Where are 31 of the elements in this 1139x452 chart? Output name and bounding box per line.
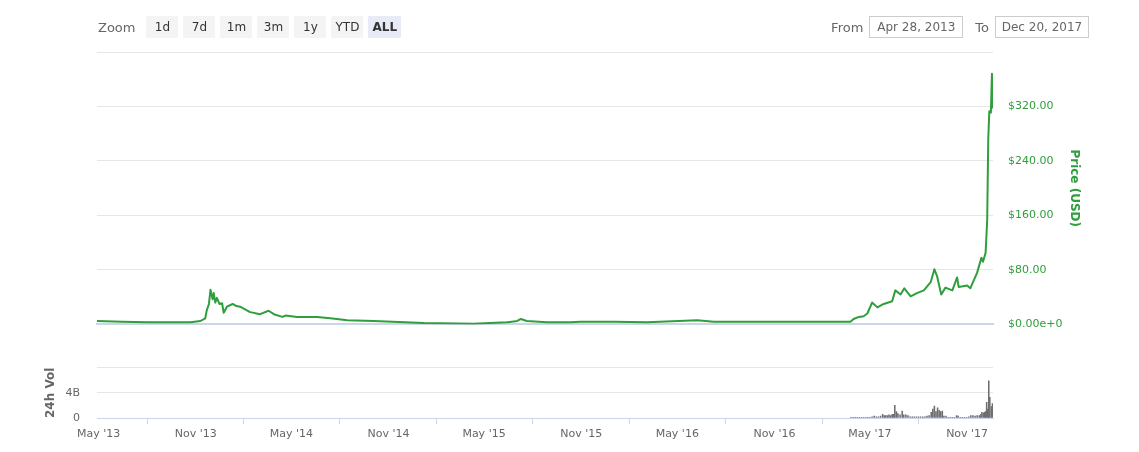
y-tick-label: 4B [65,385,80,399]
date-field: Dec 20, 2017 [995,16,1089,38]
y-tick-label: $240.00 [1008,153,1054,167]
range-button: ALL [368,16,402,38]
range-button: 3m [257,16,290,38]
y-tick-label: $80.00 [1008,262,1047,276]
x-tick-label: May '17 [848,427,892,441]
range-button: YTD [331,16,364,38]
date-field: Apr 28, 2013 [869,16,964,38]
range-button: 1m [220,16,253,38]
x-tick-label: Nov '16 [753,427,796,441]
y-tick-label: 0 [73,410,80,424]
text: To [975,19,989,35]
x-tick-label: May '16 [655,427,699,441]
y-tick-label: $160.00 [1008,208,1054,222]
x-tick-label: May '13 [76,427,121,441]
x-tick-label: Nov '13 [174,427,217,441]
y-tick-label: $0.00e+0 [1008,317,1063,331]
x-tick-label: May '15 [462,427,506,441]
x-tick-label: Nov '14 [367,427,410,441]
text: From [831,19,864,35]
y-tick-label: $320.00 [1008,99,1054,113]
y-axis-title: Price (USD) [1067,149,1082,227]
x-tick-label: Nov '17 [946,427,989,441]
text: Zoom [98,19,136,35]
x-tick-label: May '14 [269,427,313,441]
x-tick-label: Nov '15 [560,427,603,441]
range-button: 7d [183,16,216,38]
range-button: 1y [294,16,327,38]
range-button: 1d [146,16,179,38]
y-axis-title: 24h Vol [43,367,58,419]
